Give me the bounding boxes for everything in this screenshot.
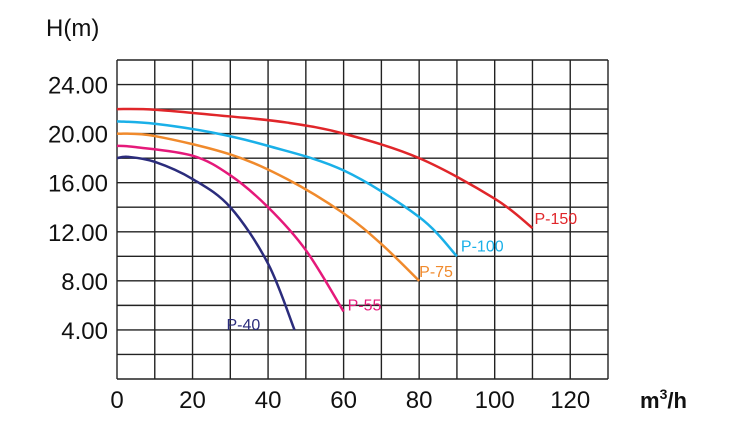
y-tick-label: 12.00 <box>48 220 108 247</box>
x-tick-label: 100 <box>475 387 515 414</box>
series-labels: P-150 P-100 P-75 P-55 P-40 <box>227 211 578 334</box>
curve-p-100 <box>116 120 458 258</box>
y-tick-label: 24.00 <box>48 73 108 100</box>
series-label: P-100 <box>461 238 504 255</box>
curves <box>116 107 534 331</box>
y-tick-label: 16.00 <box>48 171 108 198</box>
y-tick-label: 20.00 <box>48 122 108 149</box>
series-label: P-150 <box>534 211 577 228</box>
grid <box>116 59 609 380</box>
x-axis-label: m3/h <box>640 386 687 413</box>
x-tick-label: 0 <box>110 387 123 414</box>
y-tick-label: 8.00 <box>61 269 108 296</box>
x-tick-label: 40 <box>255 387 282 414</box>
series-label: P-40 <box>227 317 261 334</box>
curve-p-75 <box>116 132 421 282</box>
y-tick-label: 4.00 <box>61 318 108 345</box>
curve-p-40 <box>116 155 296 331</box>
curve-p-55 <box>116 144 345 313</box>
y-axis-label: H(m) <box>46 15 99 42</box>
x-tick-label: 80 <box>406 387 433 414</box>
series-label: P-55 <box>348 298 382 315</box>
x-tick-label: 120 <box>550 387 590 414</box>
x-tick-label: 60 <box>330 387 357 414</box>
tick-labels: 0 20 40 60 80 100 120 4.00 8.00 12.00 16.00 20.00 24… <box>48 73 590 414</box>
series-label: P-75 <box>419 264 453 281</box>
curve-p-150 <box>116 107 534 230</box>
x-tick-label: 20 <box>179 387 206 414</box>
